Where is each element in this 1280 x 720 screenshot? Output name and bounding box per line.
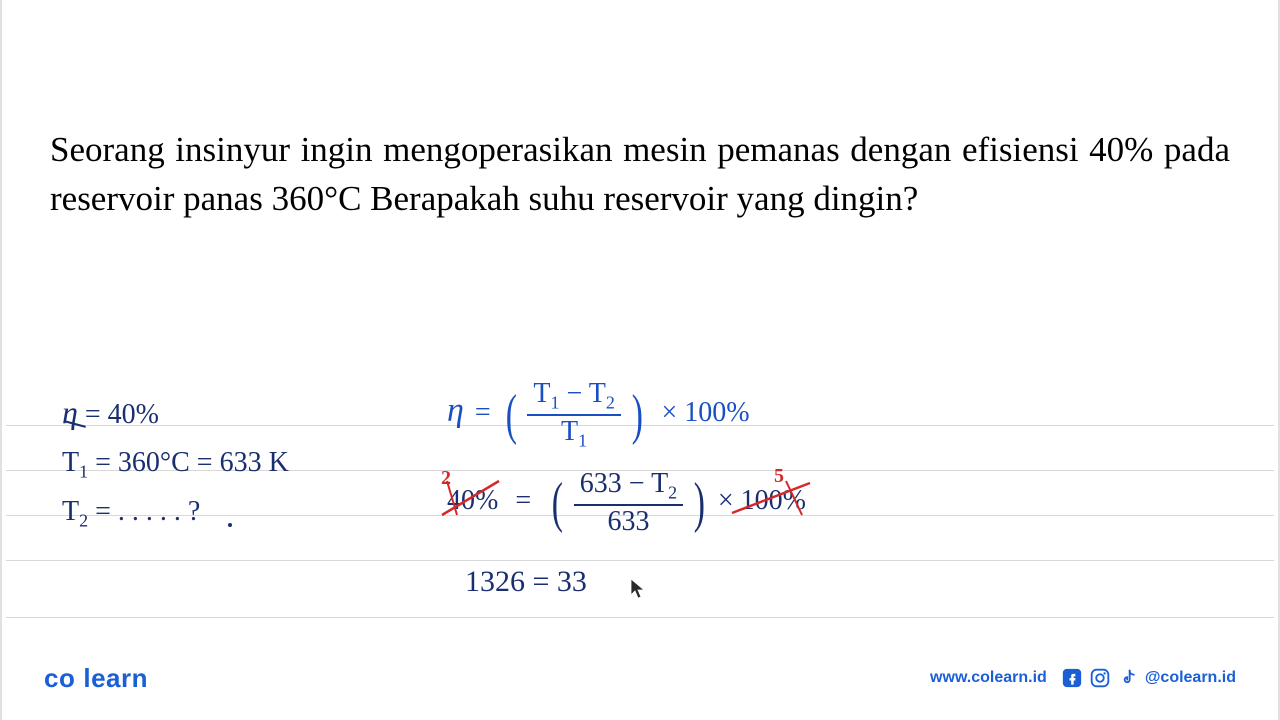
sub-numerator: 633 − T2: [574, 470, 683, 506]
given-eta: η = 40%: [62, 385, 289, 439]
footer-url[interactable]: www.colearn.id: [930, 669, 1047, 687]
question-text: Seorang insinyur ingin mengoperasikan me…: [2, 0, 1278, 223]
instagram-icon[interactable]: [1089, 667, 1111, 689]
cursor-icon: [629, 577, 647, 601]
facebook-icon[interactable]: [1061, 667, 1083, 689]
formula-times100: × 100%: [661, 397, 749, 428]
given-t1: T1 = 360°C = 633 K: [62, 439, 289, 487]
rhs-100pct: × 100% 5: [718, 485, 806, 517]
brand-logo: colearn: [44, 663, 148, 694]
sub-denominator: 633: [574, 506, 683, 536]
formula-denominator: T1: [527, 416, 621, 450]
social-icons: @colearn.id: [1061, 667, 1236, 689]
tiktok-icon[interactable]: [1117, 667, 1139, 689]
formula-numerator: T1 − T2: [527, 380, 621, 416]
social-handle[interactable]: @colearn.id: [1145, 669, 1236, 687]
given-t2: T2 = . . . . . ?: [62, 488, 289, 536]
substitution-row: 40% 2 = ( 633 − T2 633 ) × 100% 5: [447, 470, 806, 565]
formula-row: η = ( T1 − T2 T1 ) × 100%: [447, 380, 806, 470]
page-container: Seorang insinyur ingin mengoperasikan me…: [0, 0, 1280, 720]
calc-row: 1326 = 33: [447, 565, 806, 610]
lhs-40pct: 40% 2: [447, 485, 498, 517]
footer: colearn www.colearn.id @colearn.id: [2, 658, 1278, 698]
stray-dot: [228, 523, 232, 527]
given-block: η = 40% T1 = 360°C = 633 K T2 = . . . . …: [62, 385, 289, 536]
work-block: η = ( T1 − T2 T1 ) × 100% 40% 2 = ( 63: [447, 380, 806, 610]
